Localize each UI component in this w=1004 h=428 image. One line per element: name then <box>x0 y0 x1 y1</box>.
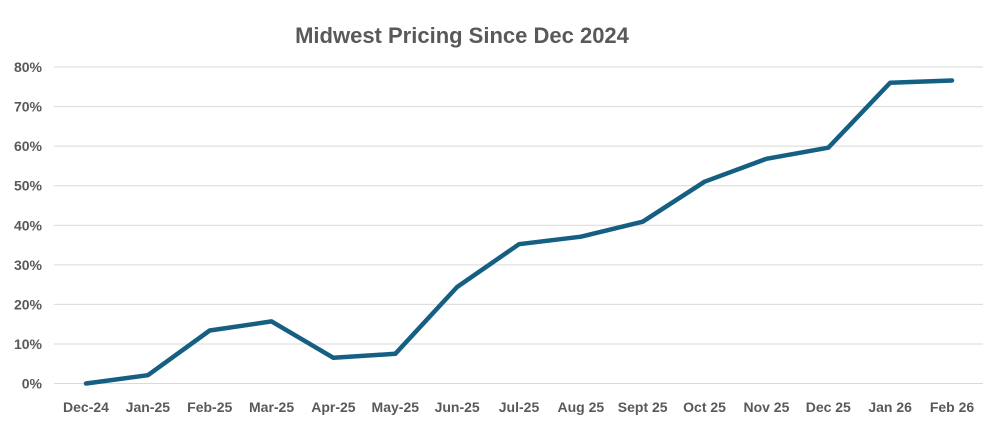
y-axis-tick-label: 60% <box>14 138 43 154</box>
x-axis-tick-label: Jan-25 <box>126 399 171 415</box>
y-axis-tick-label: 20% <box>14 296 43 312</box>
y-axis-tick-label: 50% <box>14 178 43 194</box>
y-axis-tick-label: 80% <box>14 59 43 75</box>
y-axis-tick-label: 0% <box>22 376 43 392</box>
y-axis-tick-label: 30% <box>14 257 43 273</box>
x-axis-tick-label: Jul-25 <box>499 399 540 415</box>
x-axis-tick-label: Apr-25 <box>311 399 356 415</box>
y-axis-tick-label: 10% <box>14 336 43 352</box>
x-axis-tick-label: Oct 25 <box>683 399 726 415</box>
x-axis-tick-label: Sept 25 <box>618 399 668 415</box>
x-axis-tick-label: Aug 25 <box>558 399 605 415</box>
y-axis-tick-label: 40% <box>14 217 43 233</box>
x-axis-tick-label: Dec 25 <box>806 399 851 415</box>
x-axis-tick-label: Nov 25 <box>743 399 789 415</box>
x-axis-tick-label: Jan 26 <box>868 399 912 415</box>
x-axis-tick-label: May-25 <box>372 399 420 415</box>
x-axis-tick-label: Feb-25 <box>187 399 232 415</box>
chart-title: Midwest Pricing Since Dec 2024 <box>295 23 629 48</box>
data-line-series <box>83 78 955 386</box>
y-axis-tick-label: 70% <box>14 99 43 115</box>
x-axis-tick-label: Mar-25 <box>249 399 294 415</box>
x-axis-tick-label: Feb 26 <box>930 399 975 415</box>
x-axis-tick-label: Jun-25 <box>435 399 480 415</box>
x-axis-tick-label: Dec-24 <box>63 399 109 415</box>
